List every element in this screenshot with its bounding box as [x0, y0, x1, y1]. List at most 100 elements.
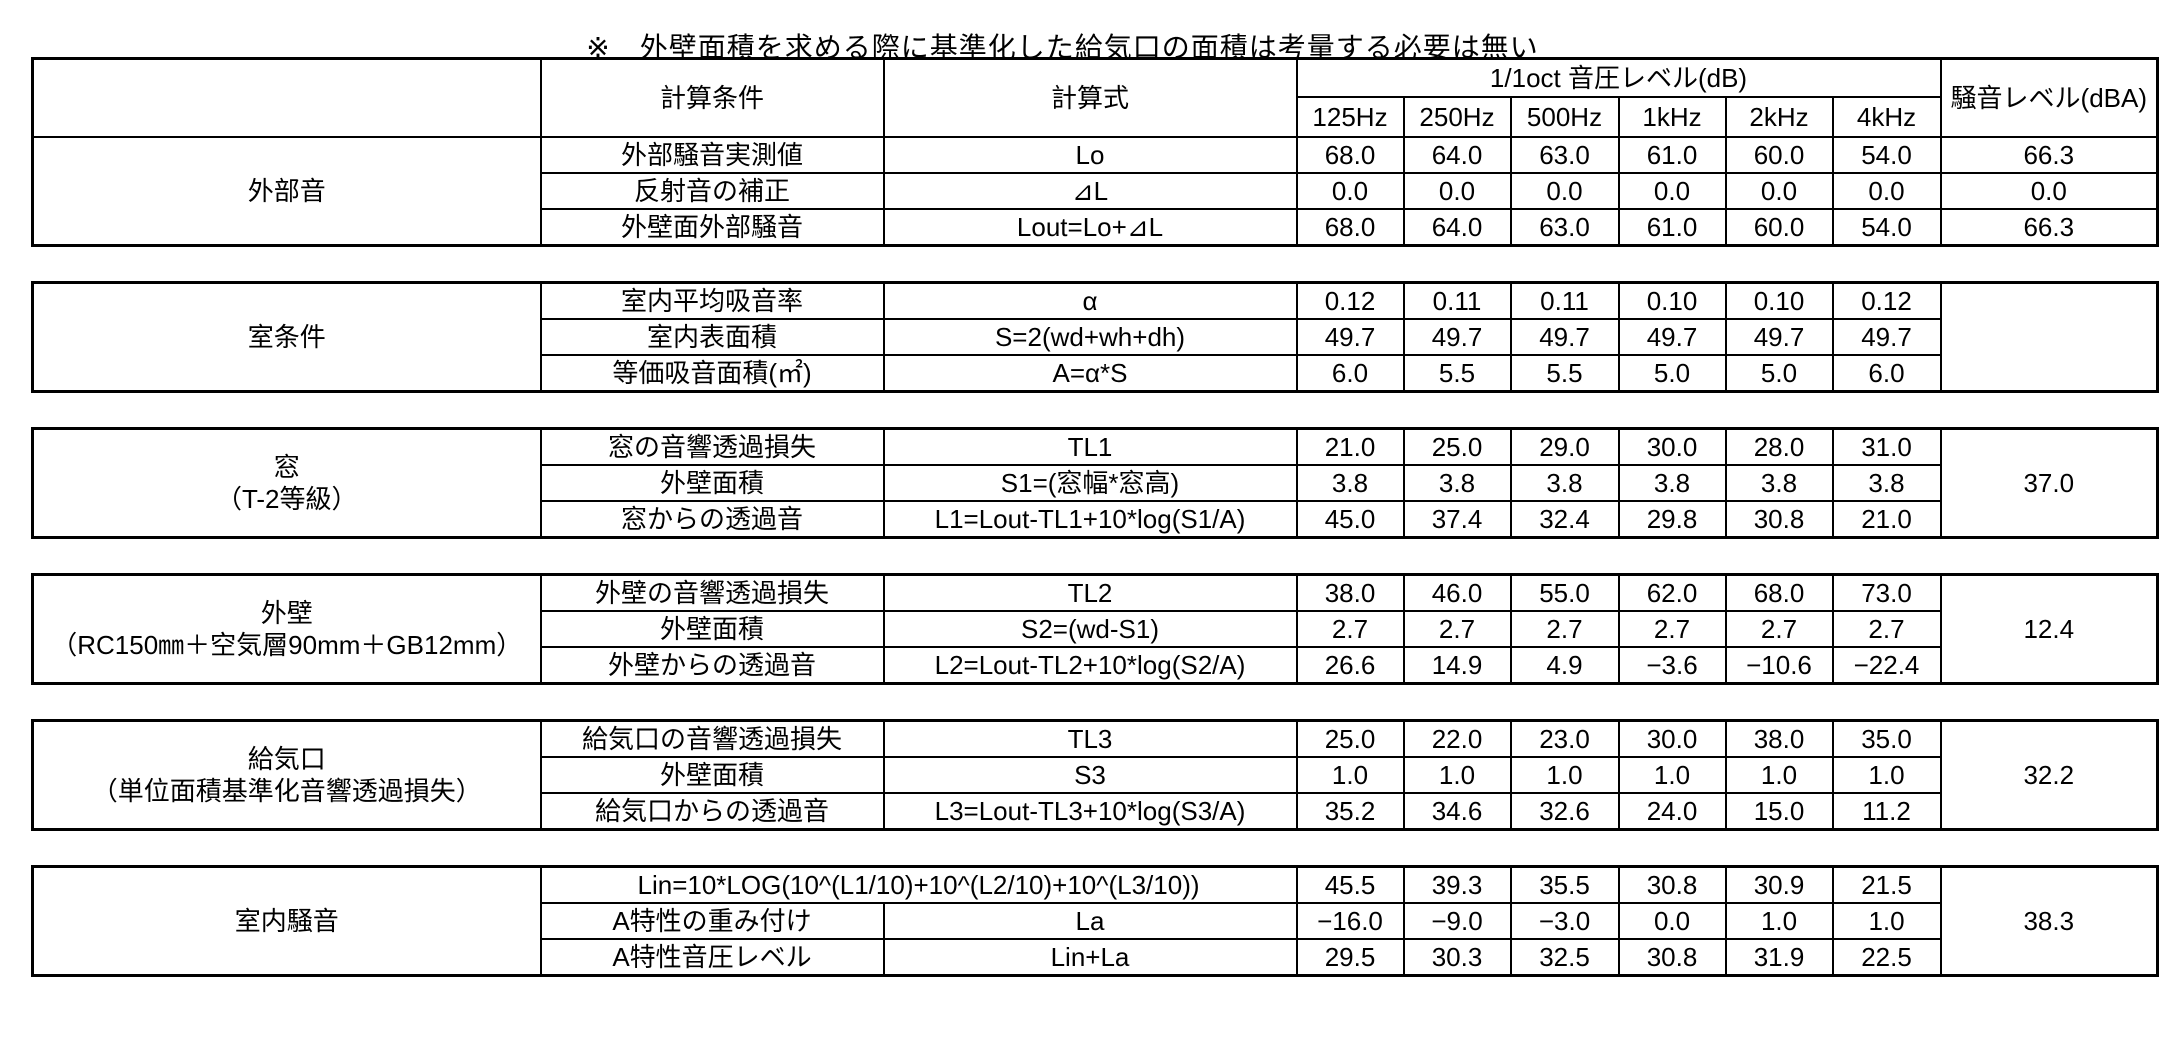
- formula-cell: α: [882, 281, 1298, 320]
- formula-cell: A=α*S: [882, 354, 1298, 393]
- value-cell: 63.0: [1509, 136, 1620, 174]
- value-cell: 0.0: [1509, 172, 1620, 210]
- value-cell: 63.0: [1509, 208, 1620, 247]
- header-corner-cell: [31, 57, 542, 138]
- formula-cell: TL3: [882, 719, 1298, 758]
- noise-level-value-cell: 38.3: [1939, 865, 2159, 977]
- value-cell: 55.0: [1509, 573, 1620, 612]
- block-label-line: （T-2等級）: [215, 484, 358, 514]
- header-noise-level-cell: 騒音レベル(dBA): [1939, 57, 2159, 138]
- noise-level-value-cell: 32.2: [1939, 719, 2159, 831]
- value-cell: 49.7: [1402, 318, 1512, 356]
- value-cell: 54.0: [1831, 208, 1942, 247]
- block-label-line: （RC150㎜＋空気層90mm＋GB12mm）: [51, 630, 523, 660]
- value-cell: 0.0: [1831, 172, 1942, 210]
- value-cell: 0.0: [1402, 172, 1512, 210]
- value-cell: 32.4: [1509, 500, 1620, 539]
- value-cell: 6.0: [1831, 354, 1942, 393]
- value-cell: 54.0: [1831, 136, 1942, 174]
- value-cell: 26.6: [1295, 646, 1405, 685]
- calc-sheet: 計算条件 計算式 1/1oct 音圧レベル(dB) 騒音レベル(dBA) 125Hz 25…: [31, 57, 2160, 1011]
- value-cell: 0.0: [1617, 902, 1727, 940]
- value-cell: 21.5: [1831, 865, 1942, 904]
- header-formula-cell: 計算式: [882, 57, 1298, 138]
- value-cell: 45.5: [1295, 865, 1405, 904]
- value-cell: 46.0: [1402, 573, 1512, 612]
- formula-merged-cell: Lin=10*LOG(10^(L1/10)+10^(L2/10)+10^(L3/…: [539, 865, 1298, 904]
- value-cell: 60.0: [1724, 208, 1834, 247]
- block-label-cell: 室内騒音: [31, 865, 542, 977]
- value-cell: 35.0: [1831, 719, 1942, 758]
- block-label-line: 室条件: [247, 321, 326, 352]
- formula-cell: La: [882, 902, 1298, 940]
- value-cell: 1.0: [1724, 756, 1834, 794]
- value-cell: 4.9: [1509, 646, 1620, 685]
- value-cell: 38.0: [1724, 719, 1834, 758]
- value-cell: 34.6: [1402, 792, 1512, 831]
- formula-cell: ⊿L: [882, 172, 1298, 210]
- formula-cell: S1=(窓幅*窓高): [882, 464, 1298, 502]
- value-cell: 21.0: [1295, 427, 1405, 466]
- noise-level-value-cell: 66.3: [1939, 136, 2159, 174]
- condition-cell: A特性音圧レベル: [539, 938, 885, 977]
- value-cell: 37.4: [1402, 500, 1512, 539]
- header-band-cell: 500Hz: [1509, 96, 1620, 138]
- value-cell: 0.10: [1724, 281, 1834, 320]
- value-cell: 2.7: [1295, 610, 1405, 648]
- condition-cell: 給気口の音響透過損失: [539, 719, 885, 758]
- value-cell: 32.6: [1509, 792, 1620, 831]
- value-cell: 1.0: [1295, 756, 1405, 794]
- block-label-cell: 室条件: [31, 281, 542, 393]
- value-cell: 30.0: [1617, 427, 1727, 466]
- value-cell: 2.7: [1617, 610, 1727, 648]
- header-band-cell: 125Hz: [1295, 96, 1405, 138]
- value-cell: 3.8: [1617, 464, 1727, 502]
- value-cell: 5.5: [1509, 354, 1620, 393]
- condition-cell: 外壁面外部騒音: [539, 208, 885, 247]
- block-table-exterior-noise: 計算条件 計算式 1/1oct 音圧レベル(dB) 騒音レベル(dBA) 125Hz 25…: [31, 57, 2160, 247]
- value-cell: 68.0: [1295, 208, 1405, 247]
- value-cell: 6.0: [1295, 354, 1405, 393]
- formula-cell: L3=Lout-TL3+10*log(S3/A): [882, 792, 1298, 831]
- condition-cell: 給気口からの透過音: [539, 792, 885, 831]
- condition-cell: A特性の重み付け: [539, 902, 885, 940]
- value-cell: 30.3: [1402, 938, 1512, 977]
- value-cell: 15.0: [1724, 792, 1834, 831]
- value-cell: 3.8: [1295, 464, 1405, 502]
- block-table-indoor-noise: 室内騒音 Lin=10*LOG(10^(L1/10)+10^(L2/10)+10^…: [31, 865, 2160, 977]
- block-label-line: 外部音: [247, 175, 326, 206]
- value-cell: 1.0: [1402, 756, 1512, 794]
- value-cell: 64.0: [1402, 136, 1512, 174]
- value-cell: 35.2: [1295, 792, 1405, 831]
- block-label-line: （単位面積基準化音響透過損失）: [91, 776, 482, 806]
- value-cell: 30.8: [1724, 500, 1834, 539]
- value-cell: 0.10: [1617, 281, 1727, 320]
- value-cell: 49.7: [1509, 318, 1620, 356]
- block-label-line: 給気口: [247, 743, 326, 774]
- value-cell: 30.8: [1617, 938, 1727, 977]
- value-cell: 1.0: [1831, 756, 1942, 794]
- value-cell: 29.5: [1295, 938, 1405, 977]
- condition-cell: 室内表面積: [539, 318, 885, 356]
- block-table-exterior-wall: 外壁 （RC150㎜＋空気層90mm＋GB12mm） 外壁の音響透過損失 TL2 38.…: [31, 573, 2159, 685]
- header-band-cell: 2kHz: [1724, 96, 1834, 138]
- condition-cell: 窓の音響透過損失: [539, 427, 885, 466]
- value-cell: 23.0: [1509, 719, 1620, 758]
- value-cell: 0.12: [1295, 281, 1405, 320]
- header-band-group-cell: 1/1oct 音圧レベル(dB): [1295, 57, 1942, 98]
- value-cell: 3.8: [1831, 464, 1942, 502]
- block-label-cell: 給気口 （単位面積基準化音響透過損失）: [31, 719, 542, 831]
- condition-cell: 外部騒音実測値: [539, 136, 885, 174]
- value-cell: 3.8: [1402, 464, 1512, 502]
- value-cell: 11.2: [1831, 792, 1942, 831]
- value-cell: 73.0: [1831, 573, 1942, 612]
- formula-cell: Lo: [882, 136, 1298, 174]
- value-cell: 61.0: [1617, 208, 1727, 247]
- value-cell: 39.3: [1402, 865, 1512, 904]
- value-cell: 0.12: [1831, 281, 1942, 320]
- value-cell: 2.7: [1724, 610, 1834, 648]
- value-cell: 28.0: [1724, 427, 1834, 466]
- value-cell: 0.0: [1295, 172, 1405, 210]
- block-label-line: 室内騒音: [234, 905, 339, 936]
- value-cell: 49.7: [1831, 318, 1942, 356]
